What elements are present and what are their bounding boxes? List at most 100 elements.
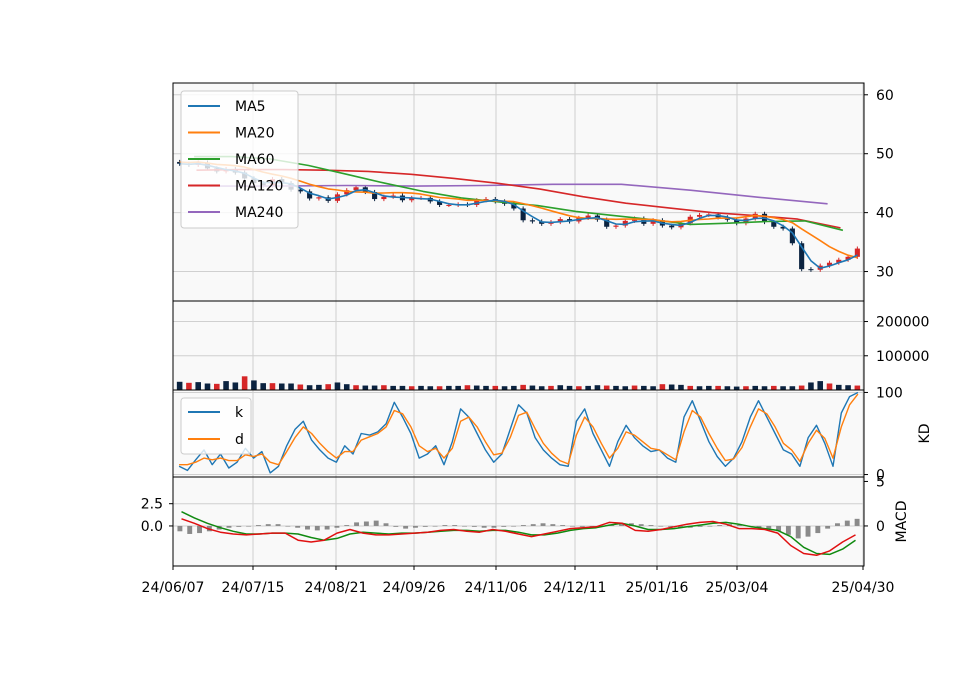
candle-body	[780, 226, 786, 229]
volume-bar	[362, 385, 369, 390]
candle-body	[789, 228, 795, 244]
volume-bar	[251, 380, 257, 390]
volume-bar	[446, 385, 452, 390]
candle-body	[585, 215, 591, 218]
candle-body	[520, 208, 526, 221]
volume-bar	[798, 385, 805, 390]
macd-hist-bar	[795, 525, 801, 539]
candle-body	[344, 190, 350, 195]
x-tick-label: 24/07/15	[222, 580, 285, 596]
volume-bar	[845, 385, 851, 390]
volume-bar	[418, 385, 424, 390]
macd-hist-bar	[825, 525, 831, 529]
candle-body	[529, 220, 535, 222]
volume-bar	[613, 385, 619, 390]
candle-body	[446, 204, 452, 206]
volume-bar	[399, 385, 406, 390]
kd-panel: 0 100	[172, 385, 903, 484]
volume-ytick-label: 100000	[876, 349, 929, 365]
price-ytick-label: 60	[876, 88, 894, 104]
macd-hist-bar	[226, 525, 232, 528]
candle-body	[372, 192, 378, 200]
macd-hist-bar	[471, 525, 477, 527]
candle-body	[836, 259, 842, 263]
macd-panel: 0.0 2.5 0 5	[141, 474, 885, 567]
kd-ytick-label: 0	[876, 468, 885, 484]
volume-bar	[408, 386, 415, 390]
volume-bar	[817, 381, 824, 390]
macd-hist-bar	[668, 525, 674, 527]
x-tick-label: 24/06/07	[142, 580, 205, 596]
macd-hist-bar	[363, 521, 369, 526]
macd-hist-bar	[305, 525, 310, 530]
macd-hist-bar	[422, 525, 428, 527]
volume-bar	[529, 385, 536, 390]
volume-bar	[789, 386, 796, 390]
volume-bar	[436, 386, 443, 390]
macd-hist-bar	[442, 525, 448, 526]
volume-bar	[334, 382, 341, 390]
price-ytick-label: 30	[876, 265, 894, 281]
price-ytick-label: 40	[876, 206, 894, 222]
x-tick-label: 24/11/06	[465, 580, 528, 596]
macd-hist-bar	[677, 525, 683, 528]
volume-bar	[594, 385, 601, 390]
macd-hist-bar	[697, 525, 703, 527]
volume-bar	[780, 386, 786, 390]
volume-bar	[204, 383, 211, 390]
macd-hist-bar	[717, 525, 723, 526]
x-axis: 24/06/07 24/07/15 24/08/21 24/09/26 24/11/06…	[142, 566, 894, 596]
volume-bar	[538, 386, 545, 390]
x-tick-label: 25/03/04	[706, 580, 769, 596]
kd-ytick-label: 100	[876, 385, 903, 401]
volume-bar	[696, 386, 703, 390]
volume-bar	[473, 385, 480, 390]
macd-hist-bar	[177, 525, 183, 532]
candle-body	[511, 203, 517, 209]
candle-body	[557, 219, 563, 223]
price-ytick-label: 50	[876, 147, 894, 163]
macd-hist-bar	[844, 520, 850, 526]
volume-bar	[232, 382, 239, 390]
volume-bar	[260, 383, 266, 390]
macd-hist-bar	[462, 525, 467, 527]
volume-bar	[659, 384, 666, 390]
volume-bar	[483, 385, 489, 390]
macd-hist-bar	[403, 525, 409, 529]
candle-body	[650, 220, 656, 224]
volume-bar	[306, 385, 313, 390]
volume-bar	[381, 385, 387, 390]
macd-hist-bar	[501, 525, 507, 527]
macd-hist-bar	[354, 522, 360, 526]
x-tick-label: 25/01/16	[626, 580, 689, 596]
macd-ytick-label: 0.0	[141, 519, 163, 535]
volume-bar	[390, 385, 396, 390]
volume-bar	[771, 385, 777, 390]
legend-label-d: d	[235, 432, 244, 448]
volume-bar	[325, 384, 331, 390]
volume-bar	[223, 381, 229, 390]
macd-hist-bar	[187, 525, 193, 534]
macd-hist-bar	[285, 525, 291, 527]
macd-hist-bar	[236, 525, 242, 527]
macd-hist-bar	[246, 525, 252, 527]
candle-body	[771, 222, 777, 227]
candle-body	[483, 199, 489, 201]
candle-body	[381, 196, 387, 200]
candle-body	[826, 262, 833, 266]
macd-hist-bar	[619, 524, 625, 526]
volume-bar	[687, 385, 694, 390]
volume-bar	[548, 385, 554, 390]
macd-ytick-label: 2.5	[141, 497, 163, 513]
candle-body	[734, 219, 740, 224]
volume-background	[173, 301, 864, 390]
ma60-line	[194, 155, 844, 232]
x-tick-label: 24/09/26	[383, 580, 446, 596]
volume-bar	[603, 385, 610, 390]
volume-bar	[668, 384, 675, 390]
volume-bar	[343, 384, 350, 390]
volume-bar	[455, 385, 461, 390]
legend-label-ma20: MA20	[235, 126, 274, 142]
macd-hist-bar	[481, 525, 487, 528]
candle-body	[669, 225, 675, 228]
